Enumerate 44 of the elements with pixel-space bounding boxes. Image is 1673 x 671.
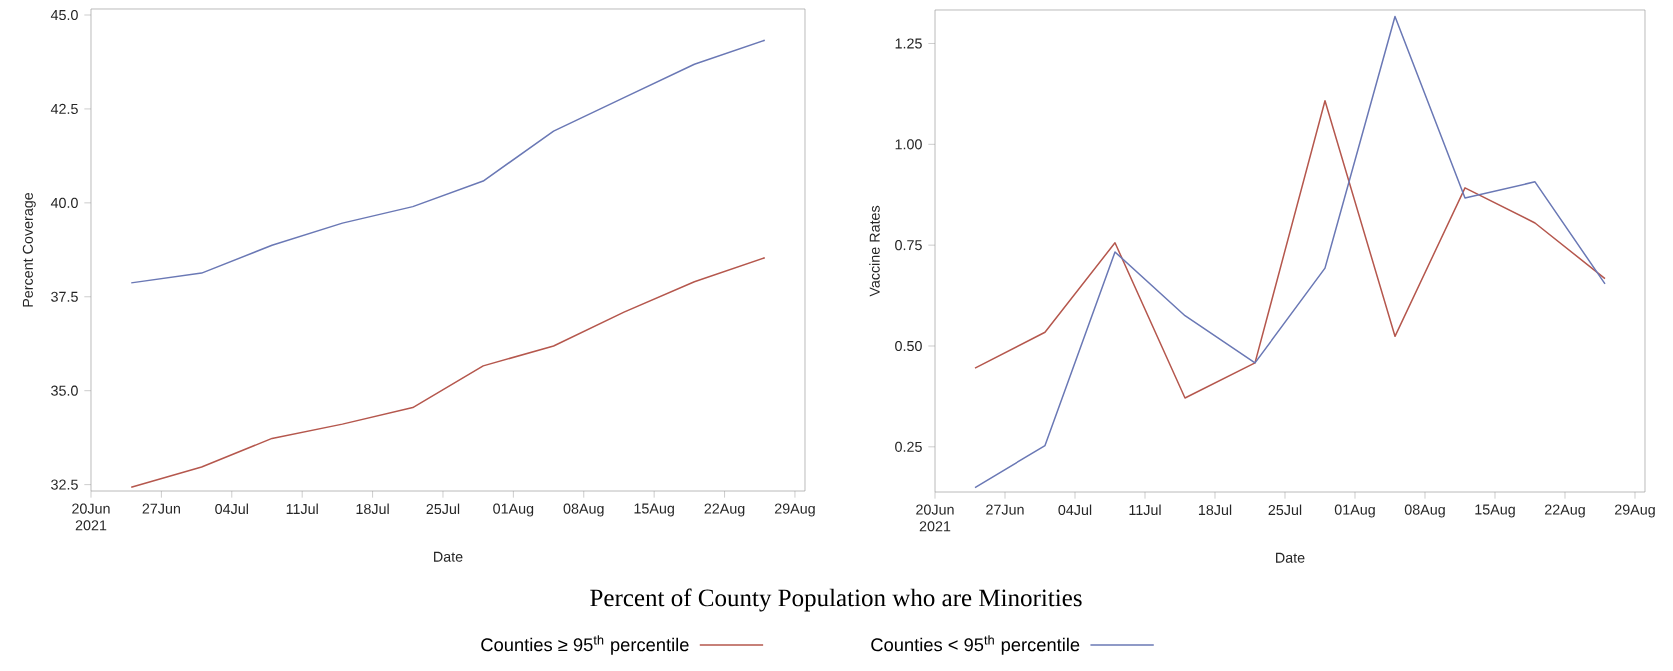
line-series <box>974 15 1606 489</box>
y-axis-title: Vaccine Rates <box>869 205 880 297</box>
x-tick-label: 15Aug <box>1475 504 1515 518</box>
y-tick-label: 32.5 <box>51 479 78 490</box>
x-axis-title: Date <box>434 551 463 562</box>
x-tick-label: 11Jul <box>1129 504 1161 516</box>
y-tick-label: 40.0 <box>50 197 78 208</box>
x-tick-label: 18Jul <box>356 503 389 515</box>
x-tick-label: 22Aug <box>704 503 745 517</box>
legend-label: Counties ≥ 95$^{th}$ percentile <box>481 635 689 655</box>
x-tick-label: 11Jul <box>286 503 318 515</box>
x-tick-label: 04Jul <box>1058 504 1092 516</box>
x-tick-label: 25Jul <box>1268 504 1302 516</box>
x-tick-label: 18Jul <box>1198 504 1232 516</box>
text: Percent of County Population who are Minorities <box>590 588 1082 612</box>
y-tick-label: 35.0 <box>51 385 78 396</box>
x-tick-label: 04Jul <box>215 503 248 515</box>
x-tick-label: 01Aug <box>1334 504 1375 518</box>
x-tick-label: 20Jun 2021 <box>916 504 954 532</box>
y-tick-label: 45.0 <box>50 9 78 21</box>
x-tick-label: 15Aug <box>634 503 674 517</box>
y-tick-label: 0.50 <box>895 340 922 352</box>
x-tick-label: 27Jun <box>142 503 180 514</box>
x-tick-label: 29Aug <box>774 503 815 517</box>
y-tick-label: 1.00 <box>895 139 922 150</box>
x-axis-title: Date <box>1276 552 1305 563</box>
x-tick-label: 08Aug <box>1404 504 1445 518</box>
x-tick-label: 27Jun <box>986 504 1024 515</box>
x-tick-label: 25Jul <box>426 503 460 515</box>
y-tick-label: 0.25 <box>895 441 922 452</box>
x-tick-label: 01Aug <box>493 503 534 517</box>
y-tick-label: 37.5 <box>51 291 78 302</box>
y-tick-label: 0.75 <box>895 240 922 251</box>
y-tick-label: 42.5 <box>50 103 78 114</box>
y-tick-label: 1.25 <box>895 38 922 49</box>
line-series <box>130 256 766 488</box>
x-tick-label: 08Aug <box>563 503 604 517</box>
x-tick-label: 29Aug <box>1615 504 1655 518</box>
x-tick-label: 22Aug <box>1545 504 1585 518</box>
y-axis-title: Percent Coverage <box>22 192 36 307</box>
line-series <box>130 39 766 284</box>
line-series <box>974 100 1606 399</box>
x-tick-label: 20Jun 2021 <box>72 503 110 531</box>
legend-label: Counties < 95$^{th}$ percentile <box>871 635 1080 655</box>
